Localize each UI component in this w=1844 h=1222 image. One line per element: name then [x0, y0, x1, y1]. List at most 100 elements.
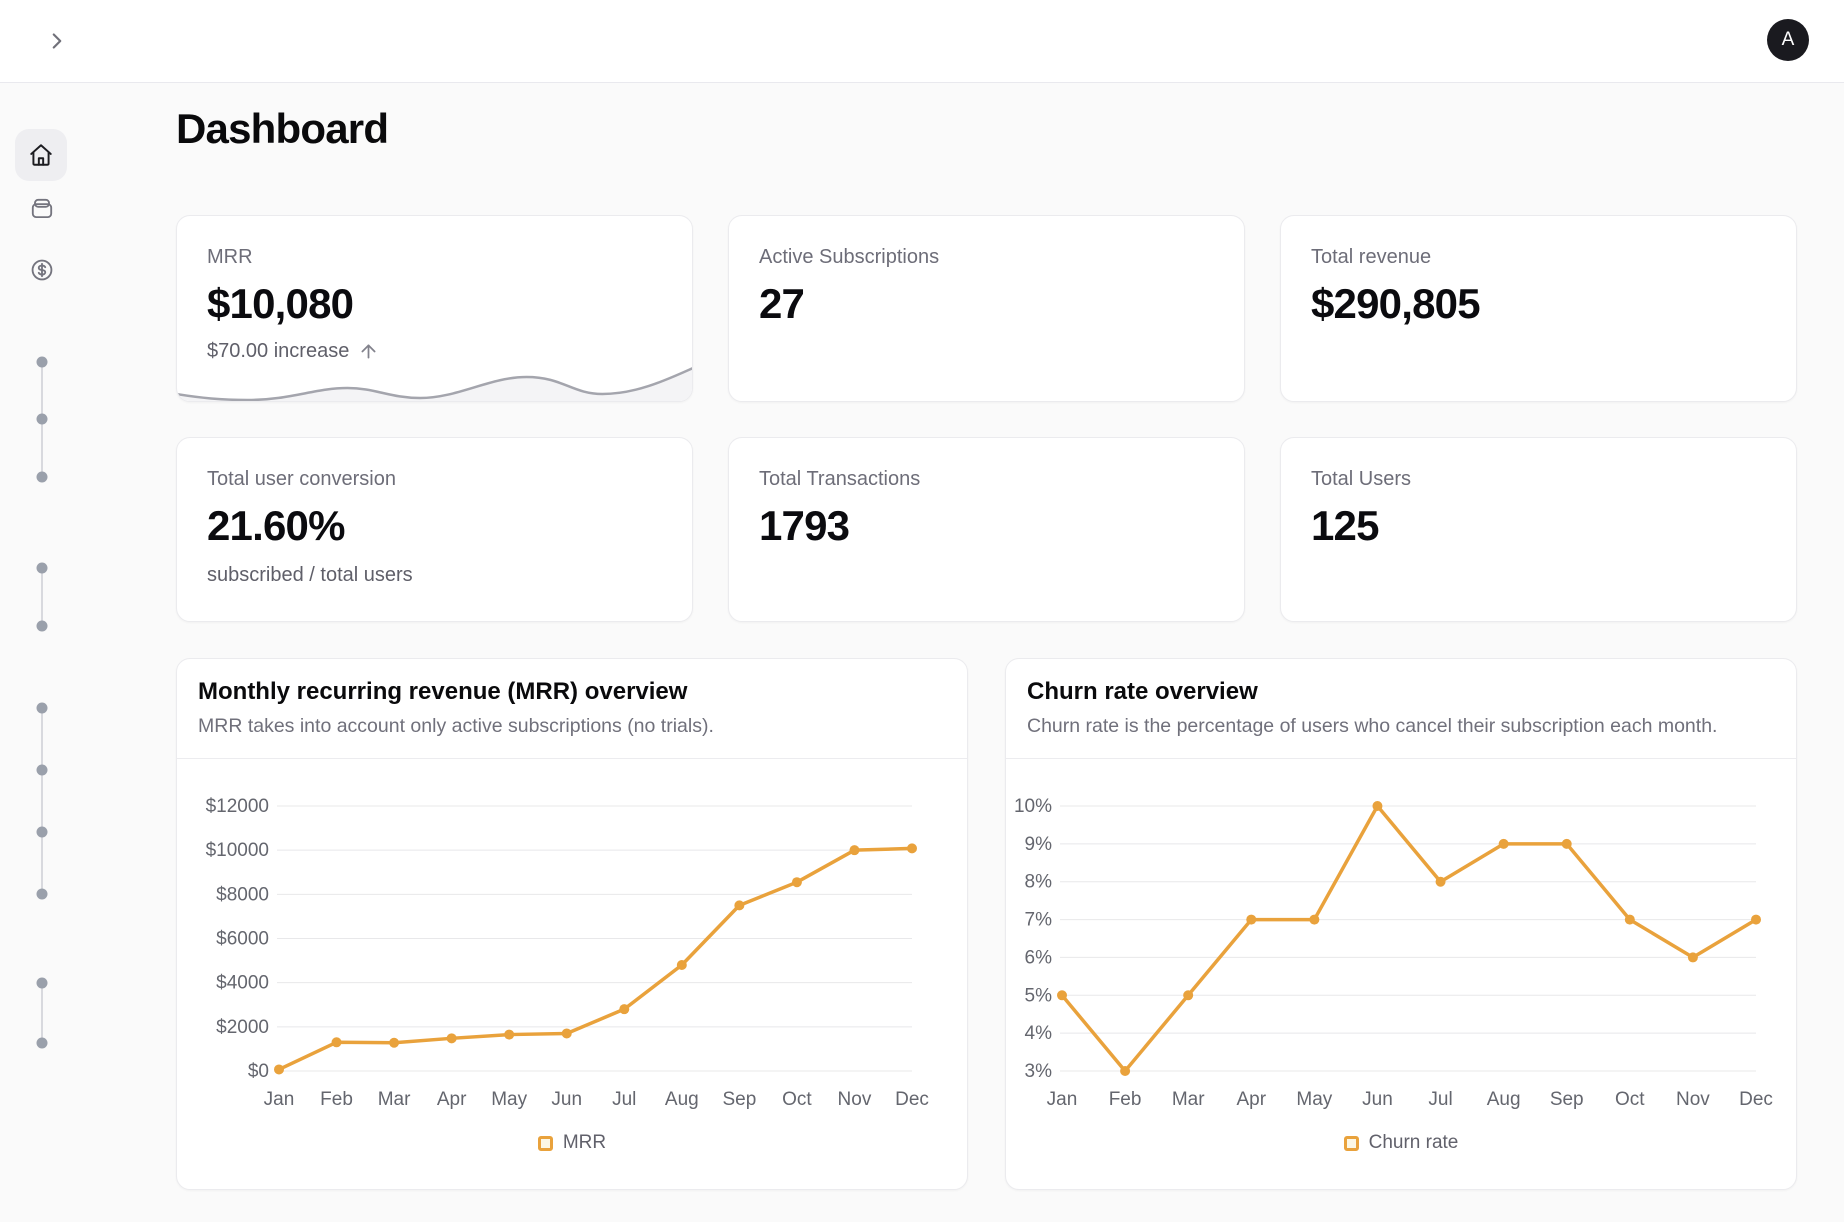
svg-text:Jun: Jun: [551, 1089, 582, 1110]
series-line: [277, 846, 914, 1072]
svg-text:4%: 4%: [1025, 1023, 1053, 1044]
sidebar-item-dashboard[interactable]: [15, 129, 67, 181]
stat-value: 1793: [759, 502, 850, 549]
svg-text:$10000: $10000: [206, 840, 269, 861]
svg-text:Aug: Aug: [665, 1089, 699, 1110]
stat-delta-text: $70.00 increase: [207, 340, 350, 362]
stat-label: Total Users: [1311, 468, 1412, 490]
svg-text:Mar: Mar: [1172, 1089, 1205, 1110]
svg-text:$12000: $12000: [206, 796, 269, 817]
avatar[interactable]: A: [1767, 19, 1809, 61]
wallet-icon: [31, 198, 53, 219]
page-title: Dashboard: [176, 105, 389, 152]
legend-label: Churn rate: [1368, 1132, 1459, 1153]
series-points: [1057, 801, 1761, 1076]
svg-text:7%: 7%: [1025, 910, 1053, 931]
svg-text:$8000: $8000: [216, 884, 269, 905]
y-tick-labels: $0 $2000 $4000 $6000 $8000 $10000 $12000: [206, 796, 269, 1082]
chart-subtitle: MRR takes into account only active subsc…: [198, 715, 714, 737]
stat-note: subscribed / total users: [207, 564, 413, 586]
svg-text:10%: 10%: [1014, 796, 1052, 817]
y-tick-labels: 3% 4% 5% 6% 7% 8% 9% 10%: [1014, 796, 1052, 1082]
svg-text:Jul: Jul: [1428, 1089, 1452, 1110]
sidebar-skeleton-dots: [36, 356, 48, 1049]
stat-label: Active Subscriptions: [759, 246, 940, 268]
svg-text:$4000: $4000: [216, 973, 269, 994]
stat-value: $10,080: [207, 280, 354, 327]
svg-text:Nov: Nov: [838, 1089, 872, 1110]
svg-text:Feb: Feb: [320, 1089, 353, 1110]
svg-text:Dec: Dec: [1739, 1089, 1773, 1110]
stat-card-user-conversion: Total user conversion 21.60% subscribed …: [176, 437, 693, 622]
x-tick-labels: Jan Feb Mar Apr May Jun Jul Aug Sep Oct Nov Dec: [1047, 1089, 1773, 1110]
stat-card-active-subscriptions: Active Subscriptions 27: [728, 215, 1245, 402]
mrr-chart-card: Monthly recurring revenue (MRR) overview…: [176, 658, 968, 1190]
svg-text:Sep: Sep: [1550, 1089, 1584, 1110]
mrr-sparkline: [177, 330, 692, 401]
stat-value: 125: [1311, 502, 1379, 549]
churn-chart-svg: 3% 4% 5% 6% 7% 8% 9% 10% Jan Feb Mar Apr May Jun Jul Au…: [1014, 796, 1773, 1110]
mrr-legend[interactable]: MRR: [177, 1132, 967, 1154]
stat-value: 21.60%: [207, 502, 345, 549]
stat-label: Total revenue: [1311, 246, 1432, 268]
chart-body: $0 $2000 $4000 $6000 $8000 $10000 $12000 Jan Feb…: [177, 759, 967, 1189]
churn-legend[interactable]: Churn rate: [1006, 1132, 1796, 1154]
stat-value: 27: [759, 280, 805, 327]
chart-title: Churn rate overview: [1027, 678, 1258, 705]
svg-text:Sep: Sep: [722, 1089, 756, 1110]
svg-text:Feb: Feb: [1109, 1089, 1142, 1110]
top-bar: A: [0, 0, 1844, 83]
svg-text:3%: 3%: [1025, 1061, 1053, 1082]
series-line: [1060, 804, 1758, 1073]
svg-text:Dec: Dec: [895, 1089, 929, 1110]
stat-value: $290,805: [1311, 280, 1481, 327]
gridlines: [277, 805, 912, 1072]
chart-header: Monthly recurring revenue (MRR) overview…: [177, 659, 967, 759]
x-tick-labels: Jan Feb Mar Apr May Jun Jul Aug Sep Oct Nov Dec: [264, 1089, 929, 1110]
stat-label: Total Transactions: [759, 468, 921, 490]
churn-chart-card: Churn rate overview Churn rate is the pe…: [1005, 658, 1797, 1190]
svg-text:$2000: $2000: [216, 1017, 269, 1038]
svg-text:Jan: Jan: [264, 1089, 295, 1110]
mrr-chart-svg: $0 $2000 $4000 $6000 $8000 $10000 $12000 Jan Feb…: [206, 796, 929, 1110]
stat-card-total-users: Total Users 125: [1280, 437, 1797, 622]
avatar-initial: A: [1781, 29, 1795, 50]
svg-text:Nov: Nov: [1676, 1089, 1710, 1110]
svg-text:Jul: Jul: [612, 1089, 636, 1110]
svg-text:$0: $0: [248, 1061, 269, 1082]
svg-text:Apr: Apr: [1236, 1089, 1266, 1110]
svg-text:6%: 6%: [1025, 947, 1053, 968]
legend-swatch: [537, 1135, 553, 1151]
stat-label: Total user conversion: [207, 468, 396, 490]
stat-card-mrr: MRR $10,080 $70.00 increase: [176, 215, 693, 402]
svg-text:Oct: Oct: [782, 1089, 812, 1110]
svg-text:May: May: [491, 1089, 527, 1110]
stat-label: MRR: [207, 246, 253, 268]
svg-text:Mar: Mar: [378, 1089, 411, 1110]
svg-text:$6000: $6000: [216, 929, 269, 950]
svg-text:8%: 8%: [1025, 872, 1053, 893]
svg-text:Jun: Jun: [1362, 1089, 1393, 1110]
svg-text:Apr: Apr: [437, 1089, 467, 1110]
sidebar-item-subscriptions[interactable]: [29, 196, 55, 222]
home-icon: [30, 144, 52, 166]
chart-title: Monthly recurring revenue (MRR) overview: [198, 678, 688, 705]
svg-text:Oct: Oct: [1615, 1089, 1645, 1110]
svg-text:May: May: [1296, 1089, 1332, 1110]
svg-text:5%: 5%: [1025, 985, 1053, 1006]
arrow-up-icon: [361, 344, 376, 359]
stat-delta: $70.00 increase: [207, 340, 662, 363]
chart-subtitle: Churn rate is the percentage of users wh…: [1027, 715, 1718, 737]
sidebar-expand-button[interactable]: [42, 26, 72, 56]
stat-card-total-transactions: Total Transactions 1793: [728, 437, 1245, 622]
svg-text:Aug: Aug: [1487, 1089, 1521, 1110]
chevron-right-icon: [52, 33, 62, 49]
sidebar-item-revenue[interactable]: [29, 257, 55, 283]
series-points: [274, 843, 917, 1075]
dollar-circle-icon: [31, 259, 53, 281]
legend-swatch: [1343, 1135, 1359, 1151]
legend-label: MRR: [562, 1132, 607, 1153]
chart-body: 3% 4% 5% 6% 7% 8% 9% 10% Jan Feb Mar Apr May Jun Jul Au…: [1006, 759, 1796, 1189]
svg-text:Jan: Jan: [1047, 1089, 1078, 1110]
sidebar: [0, 83, 84, 1222]
